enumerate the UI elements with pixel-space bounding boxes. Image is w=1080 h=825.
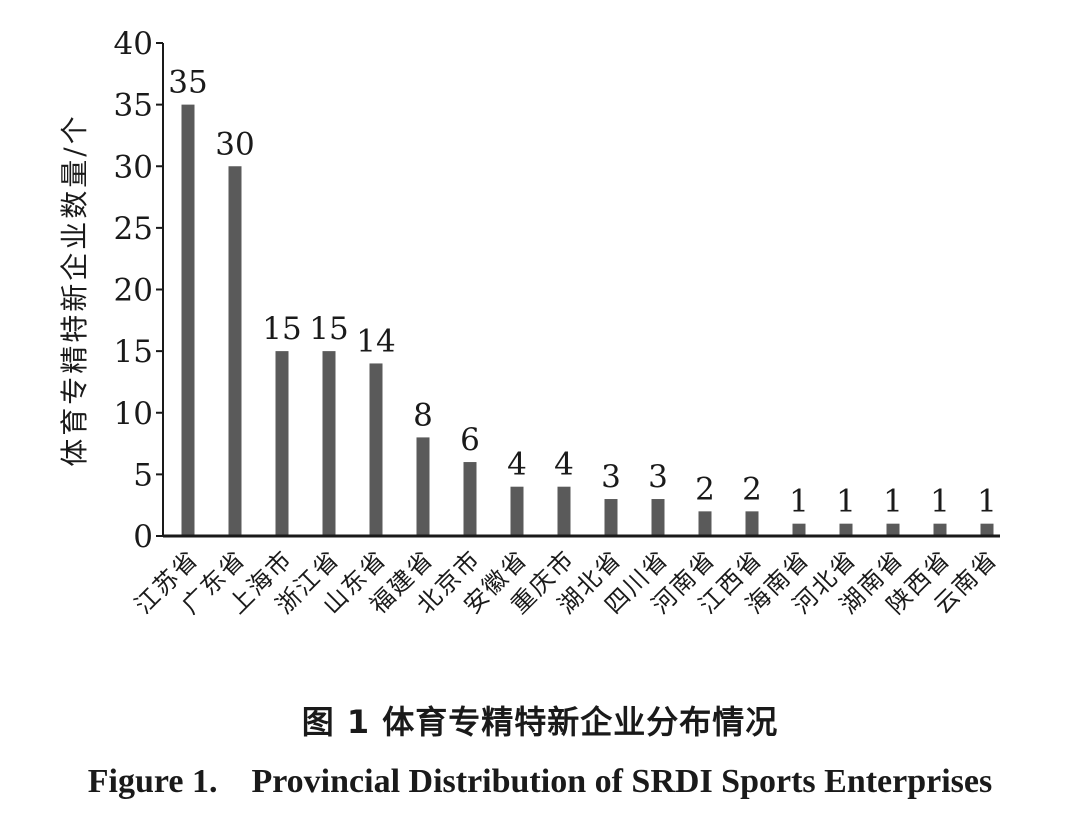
bar-value-label: 15 (262, 311, 301, 347)
bar (322, 351, 336, 536)
y-tick-label: 10 (114, 396, 153, 432)
bar-value-label: 35 (168, 65, 207, 101)
bar (510, 486, 524, 536)
bar-value-label: 3 (648, 459, 668, 495)
bar (651, 499, 665, 536)
bar-value-label: 15 (309, 311, 348, 347)
y-tick-label: 15 (114, 334, 153, 370)
bar (839, 523, 853, 536)
bar-value-label: 8 (413, 397, 433, 433)
y-tick-label: 0 (133, 519, 153, 555)
bar (275, 351, 289, 536)
bar (228, 166, 242, 536)
bar-value-label: 30 (215, 126, 254, 162)
bar (698, 511, 712, 536)
bar (369, 363, 383, 536)
bar-value-label: 2 (695, 471, 715, 507)
x-axis-ticks: 江苏省广东省上海市浙江省山东省福建省北京市安徽省重庆市湖北省四川省河南省江西省海… (129, 544, 1003, 619)
bar-value-label: 4 (507, 447, 527, 483)
figure-caption-english: Figure 1. Provincial Distribution of SRD… (87, 763, 993, 800)
bar-value-label: 1 (836, 484, 856, 520)
y-tick-label: 5 (133, 457, 153, 493)
bar (557, 486, 571, 536)
bar (745, 511, 759, 536)
y-axis-title: 体育专精特新企业数量/个 (58, 113, 91, 466)
y-axis-label-group: 体育专精特新企业数量/个 (58, 113, 91, 466)
y-tick-label: 40 (114, 26, 153, 62)
bar (604, 499, 618, 536)
bar (792, 523, 806, 536)
bar-value-label: 1 (930, 484, 950, 520)
bar-value-label: 1 (883, 484, 903, 520)
y-tick-label: 25 (114, 211, 153, 247)
y-tick-label: 20 (114, 273, 153, 309)
bar-value-label: 6 (460, 422, 480, 458)
bar (886, 523, 900, 536)
bar-value-label: 1 (789, 484, 809, 520)
y-tick-label: 35 (114, 88, 153, 124)
bar-value-label: 2 (742, 471, 762, 507)
bar-value-label: 3 (601, 459, 621, 495)
bar-value-label: 1 (977, 484, 997, 520)
bar (181, 104, 195, 536)
bar (463, 462, 477, 536)
bar (933, 523, 947, 536)
bar (416, 437, 430, 536)
y-tick-label: 30 (114, 149, 153, 185)
bar-value-label: 4 (554, 447, 574, 483)
bar-value-label: 14 (356, 323, 395, 359)
figure-caption-chinese: 图 1 体育专精特新企业分布情况 (301, 703, 779, 741)
bars-group (181, 104, 994, 536)
y-axis-ticks: 0 5 10 15 20 25 30 35 40 (114, 26, 163, 555)
bar (980, 523, 994, 536)
